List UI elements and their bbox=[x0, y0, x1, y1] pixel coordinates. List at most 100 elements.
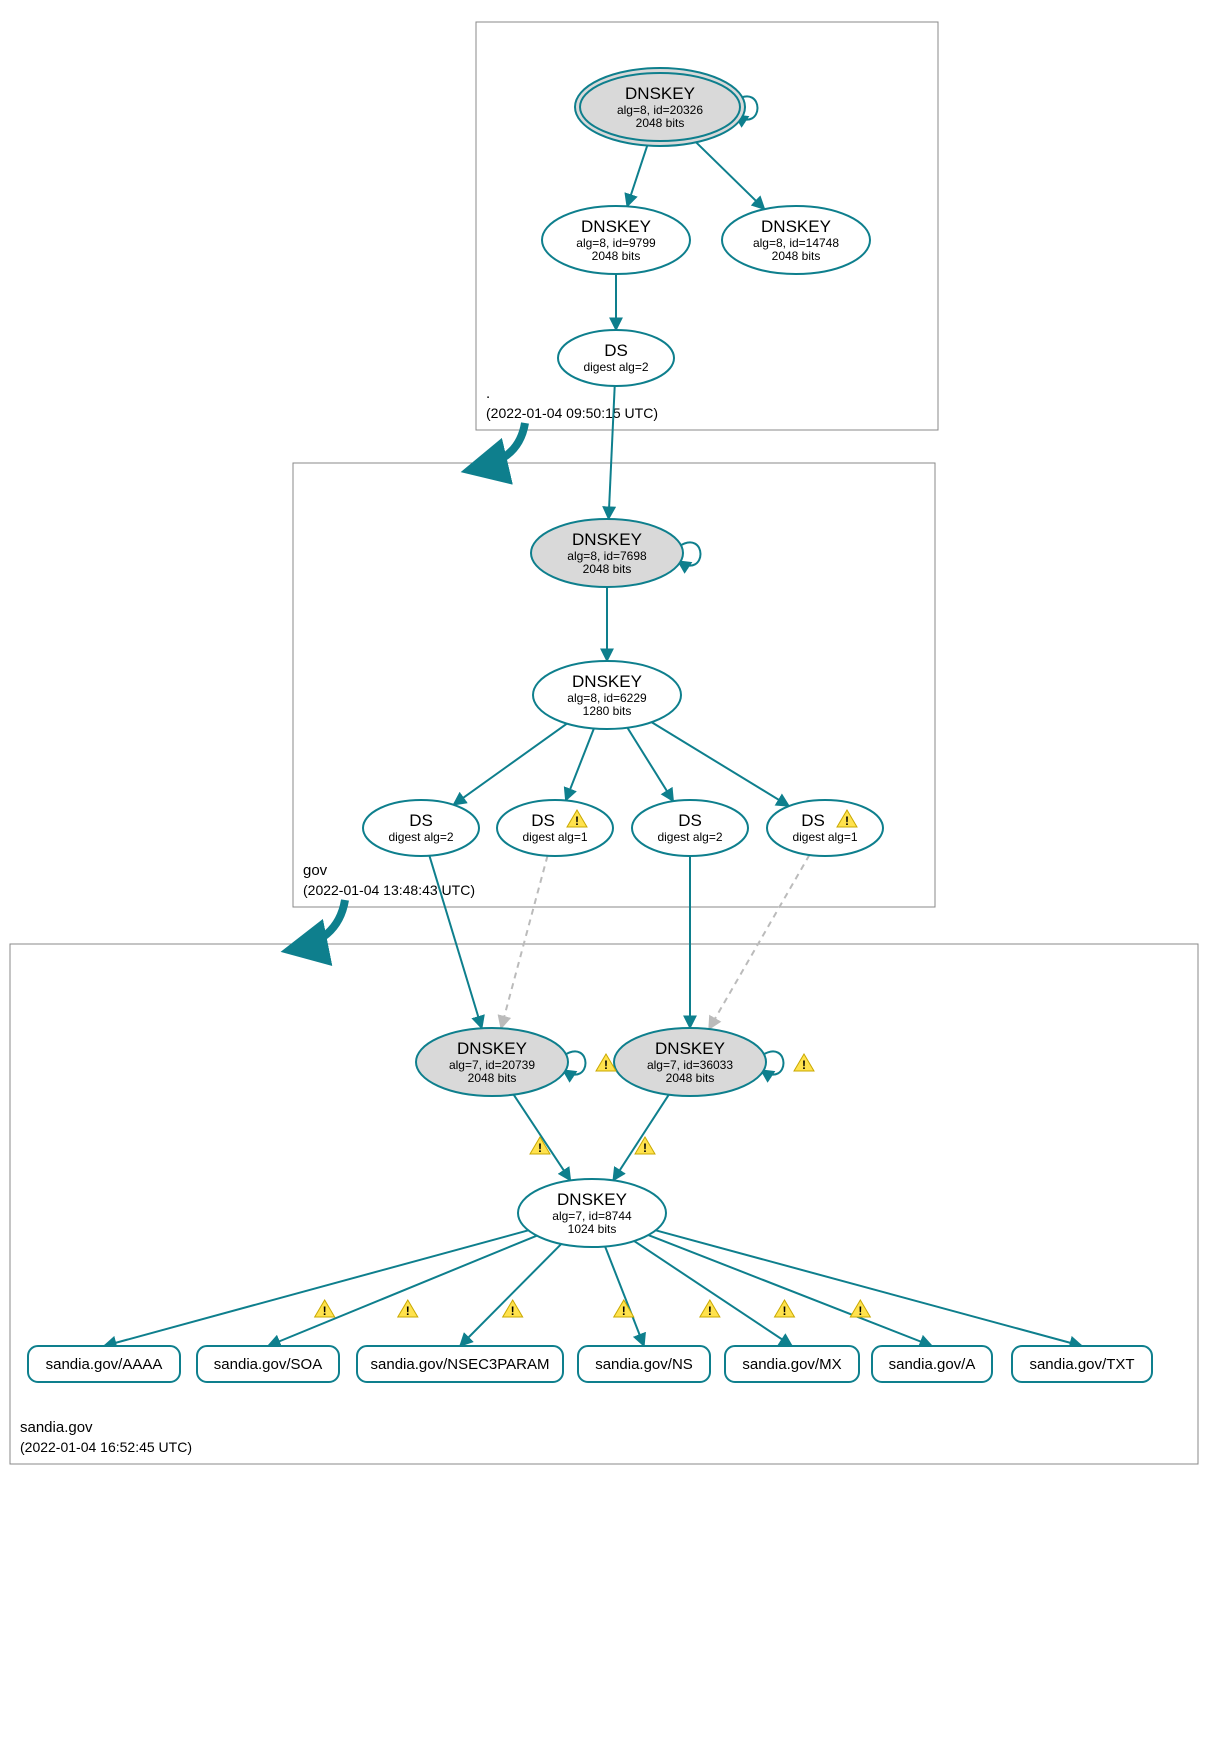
node-sub1: alg=7, id=8744 bbox=[552, 1209, 632, 1223]
svg-text:!: ! bbox=[538, 1141, 542, 1155]
node-root_zsk: DNSKEYalg=8, id=97992048 bits bbox=[542, 206, 690, 274]
zone-label: sandia.gov bbox=[20, 1419, 93, 1436]
node-gov_ksk: DNSKEYalg=8, id=76982048 bits bbox=[531, 519, 683, 587]
node-sub1: digest alg=1 bbox=[522, 830, 587, 844]
rrset-label: sandia.gov/NSEC3PARAM bbox=[371, 1356, 550, 1373]
node-title: DS bbox=[801, 811, 825, 830]
rrset-rr_mx: sandia.gov/MX bbox=[725, 1346, 859, 1382]
rrsig-warning-icon: ! bbox=[398, 1300, 418, 1318]
node-sub1: alg=8, id=9799 bbox=[576, 236, 656, 250]
svg-text:!: ! bbox=[604, 1058, 608, 1072]
rrsig-warning-icon: ! bbox=[700, 1300, 720, 1318]
edge-gov_zsk-gov_ds3 bbox=[627, 728, 673, 802]
rrset-label: sandia.gov/AAAA bbox=[46, 1356, 163, 1373]
node-title: DS bbox=[531, 811, 555, 830]
edge-san_zsk-rr_ns bbox=[605, 1246, 644, 1346]
selfloop-warning-icon: ! bbox=[794, 1054, 814, 1072]
rrset-rr_nsec: sandia.gov/NSEC3PARAM bbox=[357, 1346, 563, 1382]
rrset-rr_ns: sandia.gov/NS bbox=[578, 1346, 710, 1382]
rrset-label: sandia.gov/SOA bbox=[214, 1356, 322, 1373]
node-sub2: 2048 bits bbox=[592, 249, 641, 263]
edge-root_ksk-root_key2 bbox=[692, 138, 765, 209]
edge-gov_zsk-gov_ds1 bbox=[453, 724, 567, 805]
rrset-label: sandia.gov/TXT bbox=[1029, 1356, 1134, 1373]
node-title: DNSKEY bbox=[557, 1190, 627, 1209]
edge-gov_zsk-gov_ds4 bbox=[652, 722, 789, 806]
rrset-label: sandia.gov/MX bbox=[742, 1356, 841, 1373]
node-san_ksk1: DNSKEYalg=7, id=207392048 bits bbox=[416, 1028, 568, 1096]
zone-timestamp: (2022-01-04 16:52:45 UTC) bbox=[20, 1439, 192, 1455]
node-sub1: alg=8, id=14748 bbox=[753, 236, 839, 250]
node-root_ds: DSdigest alg=2 bbox=[558, 330, 674, 386]
node-gov_ds4: DS! digest alg=1 bbox=[767, 800, 883, 856]
rrset-label: sandia.gov/A bbox=[889, 1356, 976, 1373]
node-title: DS bbox=[604, 341, 628, 360]
node-sub2: 2048 bits bbox=[772, 249, 821, 263]
rrset-label: sandia.gov/NS bbox=[595, 1356, 693, 1373]
node-sub1: alg=8, id=7698 bbox=[567, 549, 647, 563]
node-title: DNSKEY bbox=[572, 672, 642, 691]
node-sub2: 2048 bits bbox=[666, 1071, 715, 1085]
edge-san_ksk2-san_zsk bbox=[613, 1095, 669, 1181]
node-gov_ds1: DSdigest alg=2 bbox=[363, 800, 479, 856]
node-sub2: 1280 bits bbox=[583, 704, 632, 718]
svg-text:!: ! bbox=[845, 814, 849, 828]
svg-text:!: ! bbox=[708, 1304, 712, 1318]
node-title: DNSKEY bbox=[761, 217, 831, 236]
node-sub1: alg=8, id=6229 bbox=[567, 691, 647, 705]
node-sub1: digest alg=1 bbox=[792, 830, 857, 844]
edge-san_zsk-rr_txt bbox=[656, 1230, 1082, 1346]
rrsig-warning-icon: ! bbox=[315, 1300, 335, 1318]
svg-text:!: ! bbox=[643, 1141, 647, 1155]
node-title: DNSKEY bbox=[625, 84, 695, 103]
node-root_ksk: DNSKEYalg=8, id=203262048 bits bbox=[575, 68, 745, 146]
rrset-rr_a: sandia.gov/A bbox=[872, 1346, 992, 1382]
edge-gov_zsk-gov_ds2 bbox=[566, 728, 594, 800]
node-title: DNSKEY bbox=[572, 530, 642, 549]
zone-label: . bbox=[486, 385, 490, 402]
node-san_zsk: DNSKEYalg=7, id=87441024 bits bbox=[518, 1179, 666, 1247]
edge-warning-icon: ! bbox=[635, 1137, 655, 1155]
node-sub1: digest alg=2 bbox=[388, 830, 453, 844]
svg-text:!: ! bbox=[782, 1304, 786, 1318]
edge-san_zsk-rr_mx bbox=[634, 1241, 792, 1346]
svg-text:!: ! bbox=[323, 1304, 327, 1318]
edge-san_zsk-rr_a bbox=[648, 1235, 932, 1346]
node-gov_ds3: DSdigest alg=2 bbox=[632, 800, 748, 856]
edge-gov_ds4-san_ksk2 bbox=[709, 855, 809, 1029]
zone-label: gov bbox=[303, 862, 328, 879]
edge-san_ksk1-san_zsk bbox=[514, 1095, 571, 1181]
svg-text:!: ! bbox=[858, 1304, 862, 1318]
node-gov_ds2: DS! digest alg=1 bbox=[497, 800, 613, 856]
rrsig-warning-icon: ! bbox=[503, 1300, 523, 1318]
node-title: DS bbox=[409, 811, 433, 830]
node-title: DNSKEY bbox=[655, 1039, 725, 1058]
node-sub1: alg=8, id=20326 bbox=[617, 103, 703, 117]
node-sub1: digest alg=2 bbox=[657, 830, 722, 844]
edge-root_ksk-root_zsk bbox=[627, 141, 649, 207]
node-gov_zsk: DNSKEYalg=8, id=62291280 bits bbox=[533, 661, 681, 729]
node-title: DNSKEY bbox=[581, 217, 651, 236]
rrsig-warning-icon: ! bbox=[850, 1300, 870, 1318]
node-san_ksk2: DNSKEYalg=7, id=360332048 bits bbox=[614, 1028, 766, 1096]
node-sub1: alg=7, id=20739 bbox=[449, 1058, 535, 1072]
rrset-rr_aaaa: sandia.gov/AAAA bbox=[28, 1346, 180, 1382]
svg-text:!: ! bbox=[575, 814, 579, 828]
svg-text:!: ! bbox=[511, 1304, 515, 1318]
node-sub2: 2048 bits bbox=[468, 1071, 517, 1085]
rrset-rr_soa: sandia.gov/SOA bbox=[197, 1346, 339, 1382]
dnssec-diagram: .(2022-01-04 09:50:15 UTC)gov(2022-01-04… bbox=[0, 0, 1208, 1742]
edge-gov_ds2-san_ksk1 bbox=[501, 856, 547, 1028]
selfloop-warning-icon: ! bbox=[596, 1054, 616, 1072]
node-sub1: digest alg=2 bbox=[583, 360, 648, 374]
node-title: DS bbox=[678, 811, 702, 830]
node-sub2: 2048 bits bbox=[636, 116, 685, 130]
node-title: DNSKEY bbox=[457, 1039, 527, 1058]
svg-text:!: ! bbox=[622, 1304, 626, 1318]
node-sub2: 1024 bits bbox=[568, 1222, 617, 1236]
svg-text:!: ! bbox=[802, 1058, 806, 1072]
node-sub2: 2048 bits bbox=[583, 562, 632, 576]
zone-timestamp: (2022-01-04 13:48:43 UTC) bbox=[303, 882, 475, 898]
node-root_key2: DNSKEYalg=8, id=147482048 bits bbox=[722, 206, 870, 274]
rrset-rr_txt: sandia.gov/TXT bbox=[1012, 1346, 1152, 1382]
